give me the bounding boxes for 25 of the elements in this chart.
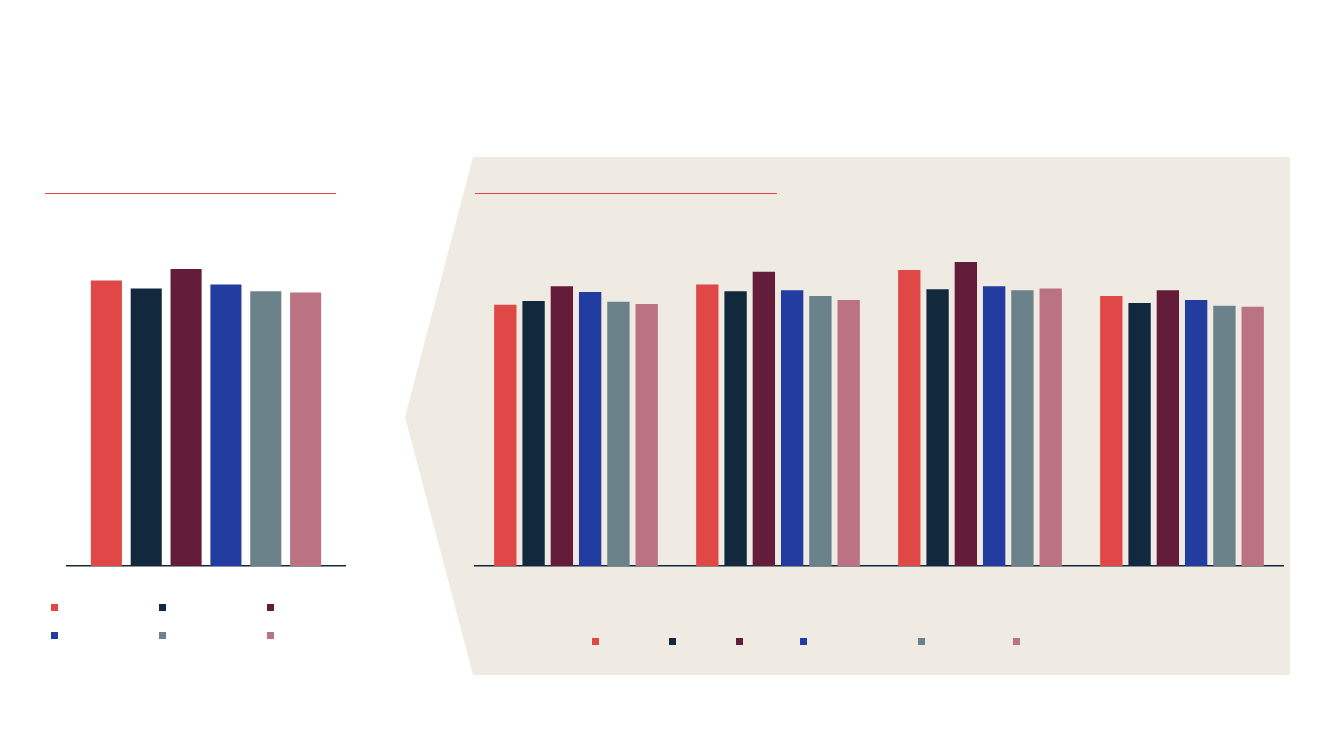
bar bbox=[90, 280, 122, 566]
bar bbox=[837, 300, 860, 566]
bar bbox=[780, 290, 804, 566]
bar bbox=[635, 303, 658, 566]
bar bbox=[1011, 290, 1034, 566]
bar bbox=[898, 269, 921, 566]
bar bbox=[1100, 296, 1123, 566]
bar bbox=[494, 304, 517, 566]
bar bbox=[550, 286, 574, 566]
bar bbox=[170, 269, 202, 566]
bar bbox=[578, 292, 602, 566]
bar bbox=[607, 301, 630, 566]
bar bbox=[250, 291, 282, 566]
bar bbox=[982, 286, 1006, 566]
bar bbox=[954, 262, 978, 566]
bar bbox=[1184, 300, 1208, 566]
bar bbox=[752, 271, 776, 566]
bar bbox=[696, 284, 719, 566]
bar bbox=[1039, 288, 1062, 566]
bar bbox=[1241, 306, 1264, 566]
bar bbox=[1156, 290, 1180, 566]
bar bbox=[290, 292, 322, 566]
bar bbox=[210, 284, 242, 566]
bar bbox=[1213, 305, 1236, 566]
bar bbox=[809, 296, 832, 566]
